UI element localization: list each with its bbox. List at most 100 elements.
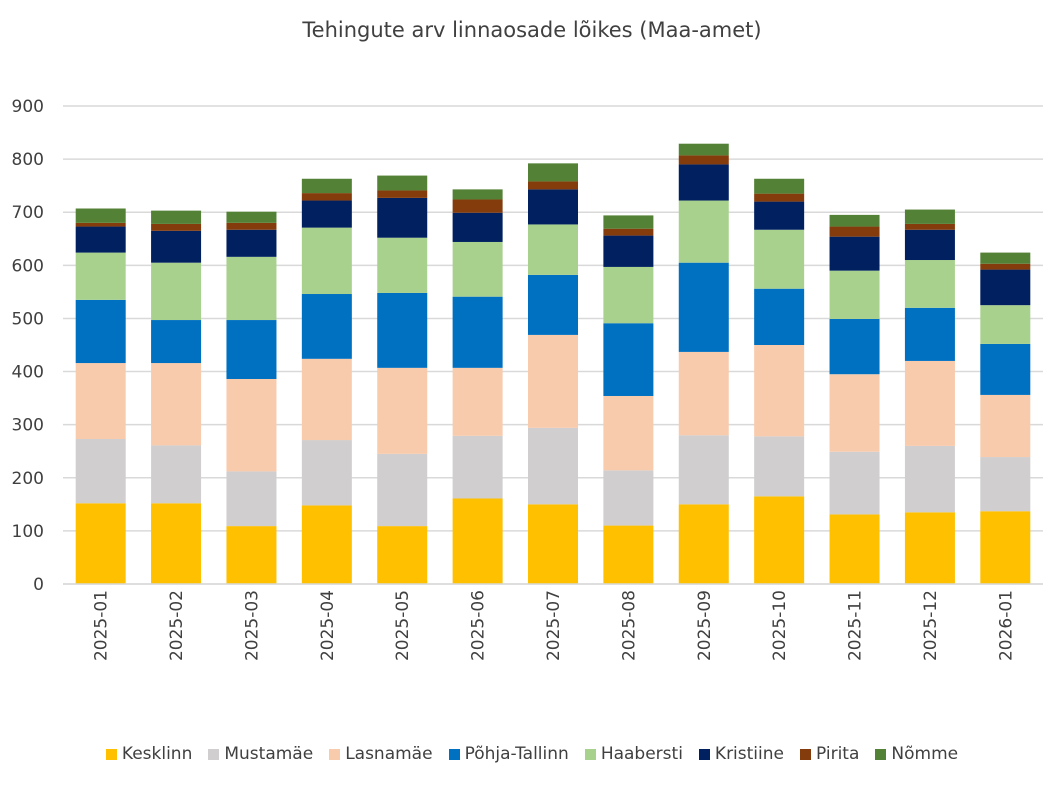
bar-segment-haabersti — [754, 229, 805, 289]
legend-label: Lasnamäe — [345, 744, 433, 764]
bar-segment-p-hja-tallinn — [829, 318, 880, 375]
bar-segment-kesklinn — [151, 503, 202, 584]
bar-segment-kesklinn — [980, 511, 1031, 584]
legend: Kesklinn Mustamäe Lasnamäe Põhja-Tallinn Haa… — [0, 744, 1064, 764]
bar-segment-lasnam-e — [754, 345, 805, 437]
legend-swatch — [329, 748, 341, 760]
bar-segment-pirita — [980, 263, 1031, 270]
bar-segment-n-mme — [904, 209, 955, 224]
y-tick-label: 700 — [12, 203, 44, 223]
legend-swatch — [875, 748, 887, 760]
bar-segment-n-mme — [75, 208, 126, 223]
bar-segment-kesklinn — [75, 503, 126, 584]
legend-swatch — [584, 748, 596, 760]
x-tick-label: 2025-10 — [770, 590, 790, 661]
bar-segment-n-mme — [603, 215, 654, 229]
y-tick-label: 500 — [12, 309, 44, 329]
bar-segment-mustam-e — [75, 439, 126, 504]
y-tick-label: 600 — [12, 256, 44, 276]
bar-segment-haabersti — [377, 237, 428, 293]
bar-segment-lasnam-e — [75, 363, 126, 440]
bar-segment-pirita — [678, 155, 729, 165]
bar-segment-n-mme — [226, 211, 277, 223]
bar-segment-kesklinn — [301, 505, 352, 584]
y-tick-label: 800 — [12, 150, 44, 170]
bar-segment-lasnam-e — [678, 351, 729, 436]
bar-segment-kristiine — [528, 189, 578, 225]
bar-segment-kesklinn — [226, 526, 277, 584]
bar-segment-kristiine — [754, 201, 805, 230]
bar-segment-mustam-e — [151, 445, 202, 504]
bar-segment-mustam-e — [528, 427, 578, 505]
bar-segment-kristiine — [377, 197, 428, 238]
legend-item: Kesklinn — [105, 744, 193, 764]
legend-swatch — [698, 748, 710, 760]
bar-segment-lasnam-e — [980, 394, 1031, 458]
x-tick-label: 2025-08 — [619, 590, 639, 661]
bar-segment-haabersti — [678, 200, 729, 263]
y-tick-label: 200 — [12, 469, 44, 489]
legend-item: Põhja-Tallinn — [448, 744, 569, 764]
bar-segment-p-hja-tallinn — [754, 288, 805, 345]
legend-swatch — [448, 748, 460, 760]
bar-segment-haabersti — [301, 227, 352, 295]
bar-segment-p-hja-tallinn — [980, 343, 1031, 395]
legend-label: Kristiine — [714, 744, 784, 764]
bar-segment-lasnam-e — [226, 378, 277, 472]
y-tick-label: 300 — [12, 416, 44, 436]
bar-segment-p-hja-tallinn — [151, 320, 202, 364]
bar-segment-pirita — [603, 228, 654, 236]
bar-segment-haabersti — [151, 262, 202, 321]
bar-segment-p-hja-tallinn — [226, 320, 277, 379]
bar-segment-lasnam-e — [904, 360, 955, 446]
bar-segment-kristiine — [226, 229, 277, 257]
bar-segment-n-mme — [452, 189, 503, 200]
bar-segment-pirita — [151, 223, 202, 231]
legend-label: Mustamäe — [224, 744, 314, 764]
bar-segment-mustam-e — [754, 436, 805, 497]
y-tick-label: 900 — [12, 97, 44, 117]
x-tick-label: 2025-06 — [469, 590, 489, 661]
bar-segment-kesklinn — [678, 504, 729, 584]
legend-item: Lasnamäe — [329, 744, 433, 764]
bar-segment-p-hja-tallinn — [603, 323, 654, 396]
bar-segment-p-hja-tallinn — [452, 296, 503, 368]
bar-segment-haabersti — [75, 252, 126, 300]
bar-segment-haabersti — [452, 241, 503, 297]
bar-segment-lasnam-e — [151, 363, 202, 446]
bar-segment-kesklinn — [829, 514, 880, 584]
bar-segment-lasnam-e — [603, 395, 654, 471]
legend-item: Nõmme — [875, 744, 958, 764]
bar-segment-n-mme — [151, 210, 202, 224]
legend-swatch — [799, 748, 811, 760]
legend-swatch — [208, 748, 220, 760]
bar-segment-mustam-e — [603, 470, 654, 526]
x-tick-label: 2025-04 — [318, 590, 338, 661]
bar-segment-n-mme — [980, 252, 1031, 264]
bar-segment-lasnam-e — [829, 374, 880, 452]
bar-segment-kesklinn — [904, 512, 955, 584]
x-tick-label: 2025-02 — [167, 590, 187, 661]
bar-segment-mustam-e — [301, 440, 352, 506]
bar-segment-n-mme — [301, 178, 352, 194]
bar-segment-pirita — [452, 199, 503, 213]
bar-segment-n-mme — [829, 214, 880, 227]
bar-segment-haabersti — [226, 256, 277, 321]
bar-segment-pirita — [829, 226, 880, 237]
legend-label: Haabersti — [600, 744, 683, 764]
bar-segment-kristiine — [904, 229, 955, 261]
bar-segment-kristiine — [452, 212, 503, 242]
bar-segment-mustam-e — [377, 453, 428, 527]
legend-item: Pirita — [799, 744, 860, 764]
x-tick-label: 2025-09 — [695, 590, 715, 661]
legend-item: Mustamäe — [208, 744, 313, 764]
bar-segment-n-mme — [678, 143, 729, 156]
bar-segment-mustam-e — [829, 451, 880, 515]
bar-segment-lasnam-e — [377, 367, 428, 454]
bar-segment-haabersti — [904, 260, 955, 308]
bar-segment-haabersti — [829, 270, 880, 319]
legend-label: Kesklinn — [121, 744, 193, 764]
bar-segment-kristiine — [829, 236, 880, 271]
legend-label: Pirita — [815, 744, 860, 764]
bar-segment-kristiine — [151, 230, 202, 263]
